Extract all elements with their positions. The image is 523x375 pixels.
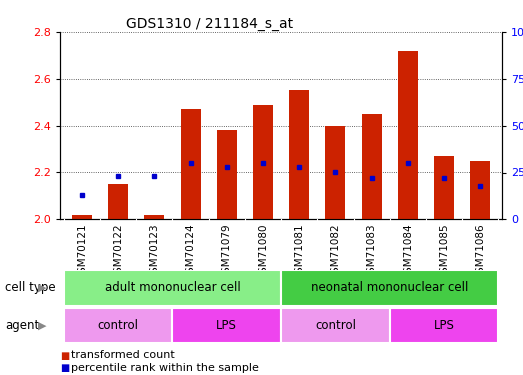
Bar — [108, 184, 128, 219]
Text: GSM71082: GSM71082 — [331, 223, 340, 280]
Text: neonatal mononuclear cell: neonatal mononuclear cell — [311, 281, 469, 294]
Bar — [180, 109, 200, 219]
Text: GSM70121: GSM70121 — [77, 223, 87, 280]
Bar — [217, 130, 237, 219]
Bar — [362, 114, 382, 219]
Bar — [470, 161, 490, 219]
Text: LPS: LPS — [434, 319, 454, 332]
Text: GSM71085: GSM71085 — [439, 223, 449, 280]
FancyBboxPatch shape — [281, 308, 390, 343]
Text: percentile rank within the sample: percentile rank within the sample — [71, 363, 258, 373]
Text: GSM70123: GSM70123 — [150, 223, 160, 280]
Text: GSM70122: GSM70122 — [113, 223, 123, 280]
Text: GSM71084: GSM71084 — [403, 223, 413, 280]
Text: cell type: cell type — [5, 281, 56, 294]
Text: GSM71086: GSM71086 — [475, 223, 485, 280]
Text: agent: agent — [5, 319, 39, 332]
Bar — [398, 51, 418, 219]
Text: ▶: ▶ — [38, 320, 46, 330]
Bar — [144, 214, 164, 219]
FancyBboxPatch shape — [173, 308, 281, 343]
Text: ■: ■ — [60, 351, 70, 360]
Bar — [325, 126, 345, 219]
Text: GSM71083: GSM71083 — [367, 223, 377, 280]
FancyBboxPatch shape — [64, 270, 281, 306]
Text: GDS1310 / 211184_s_at: GDS1310 / 211184_s_at — [127, 17, 293, 31]
Text: ■: ■ — [60, 363, 70, 373]
Text: adult mononuclear cell: adult mononuclear cell — [105, 281, 240, 294]
FancyBboxPatch shape — [64, 308, 173, 343]
Text: LPS: LPS — [217, 319, 237, 332]
Bar — [72, 214, 92, 219]
Bar — [434, 156, 454, 219]
Text: transformed count: transformed count — [71, 351, 174, 360]
Bar — [253, 105, 273, 219]
Text: GSM71079: GSM71079 — [222, 223, 232, 280]
Text: ▶: ▶ — [38, 283, 46, 293]
Text: control: control — [98, 319, 139, 332]
FancyBboxPatch shape — [390, 308, 498, 343]
Bar — [289, 90, 309, 219]
Text: GSM71080: GSM71080 — [258, 223, 268, 280]
Text: GSM70124: GSM70124 — [186, 223, 196, 280]
FancyBboxPatch shape — [281, 270, 498, 306]
Text: control: control — [315, 319, 356, 332]
Text: GSM71081: GSM71081 — [294, 223, 304, 280]
